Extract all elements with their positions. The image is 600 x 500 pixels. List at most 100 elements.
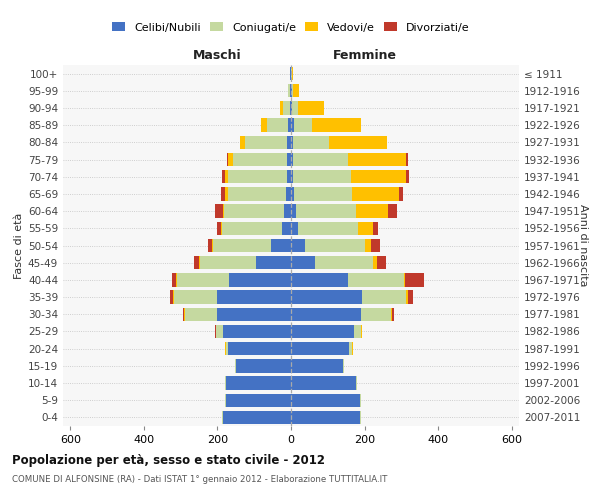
Bar	[176, 273, 177, 286]
Bar	[222, 410, 223, 424]
Bar	[373, 222, 378, 235]
Bar	[224, 204, 284, 218]
Bar	[365, 239, 371, 252]
Bar	[271, 239, 291, 252]
Bar	[291, 394, 360, 407]
Bar	[225, 394, 226, 407]
Bar	[358, 222, 373, 235]
Bar	[282, 222, 291, 235]
Bar	[225, 170, 229, 183]
Bar	[291, 204, 296, 218]
Bar	[226, 342, 229, 355]
Bar	[225, 342, 226, 355]
Bar	[349, 342, 352, 355]
Bar	[229, 153, 233, 166]
Bar	[296, 204, 356, 218]
Bar	[298, 222, 358, 235]
Bar	[233, 153, 287, 166]
Bar	[183, 308, 184, 321]
Bar	[217, 290, 291, 304]
Bar	[217, 222, 221, 235]
Bar	[223, 410, 291, 424]
Bar	[291, 308, 361, 321]
Bar	[185, 308, 217, 321]
Bar	[177, 273, 229, 286]
Bar	[228, 187, 286, 200]
Bar	[291, 136, 293, 149]
Bar	[371, 239, 380, 252]
Bar	[361, 324, 362, 338]
Bar	[291, 222, 298, 235]
Bar	[292, 84, 293, 98]
Bar	[294, 187, 352, 200]
Bar	[290, 67, 291, 80]
Bar	[226, 376, 291, 390]
Bar	[236, 359, 291, 372]
Bar	[291, 290, 362, 304]
Bar	[360, 394, 361, 407]
Legend: Celibi/Nubili, Coniugati/e, Vedovi/e, Divorziati/e: Celibi/Nubili, Coniugati/e, Vedovi/e, Di…	[110, 20, 472, 35]
Bar	[221, 187, 225, 200]
Bar	[315, 256, 373, 270]
Bar	[399, 187, 403, 200]
Bar	[404, 273, 406, 286]
Bar	[291, 239, 305, 252]
Bar	[223, 204, 224, 218]
Bar	[208, 239, 212, 252]
Bar	[362, 290, 406, 304]
Bar	[291, 187, 294, 200]
Bar	[170, 290, 173, 304]
Bar	[292, 67, 293, 80]
Bar	[293, 170, 352, 183]
Bar	[392, 308, 394, 321]
Bar	[294, 118, 313, 132]
Bar	[291, 359, 343, 372]
Bar	[352, 187, 399, 200]
Bar	[174, 290, 217, 304]
Bar	[172, 273, 176, 286]
Bar	[227, 153, 229, 166]
Bar	[288, 118, 291, 132]
Bar	[291, 324, 354, 338]
Bar	[360, 410, 361, 424]
Bar	[217, 324, 223, 338]
Bar	[291, 410, 360, 424]
Bar	[217, 308, 291, 321]
Bar	[292, 102, 298, 114]
Bar	[229, 273, 291, 286]
Bar	[267, 118, 288, 132]
Bar	[406, 273, 424, 286]
Bar	[261, 118, 267, 132]
Bar	[406, 170, 409, 183]
Bar	[406, 153, 407, 166]
Bar	[283, 102, 290, 114]
Bar	[215, 324, 217, 338]
Bar	[287, 136, 291, 149]
Bar	[284, 204, 291, 218]
Bar	[221, 222, 222, 235]
Bar	[373, 256, 377, 270]
Bar	[406, 290, 408, 304]
Bar	[305, 239, 365, 252]
Bar	[194, 256, 199, 270]
Bar	[291, 84, 292, 98]
Bar	[291, 170, 293, 183]
Bar	[291, 342, 349, 355]
Bar	[313, 118, 361, 132]
Bar	[291, 376, 356, 390]
Bar	[291, 153, 293, 166]
Bar	[388, 204, 397, 218]
Bar	[293, 153, 347, 166]
Bar	[290, 102, 291, 114]
Bar	[352, 170, 406, 183]
Bar	[280, 102, 283, 114]
Y-axis label: Anni di nascita: Anni di nascita	[578, 204, 587, 287]
Bar	[290, 84, 291, 98]
Bar	[287, 84, 289, 98]
Bar	[184, 308, 185, 321]
Bar	[291, 256, 315, 270]
Bar	[291, 118, 294, 132]
Bar	[215, 204, 223, 218]
Bar	[287, 170, 291, 183]
Bar	[229, 170, 287, 183]
